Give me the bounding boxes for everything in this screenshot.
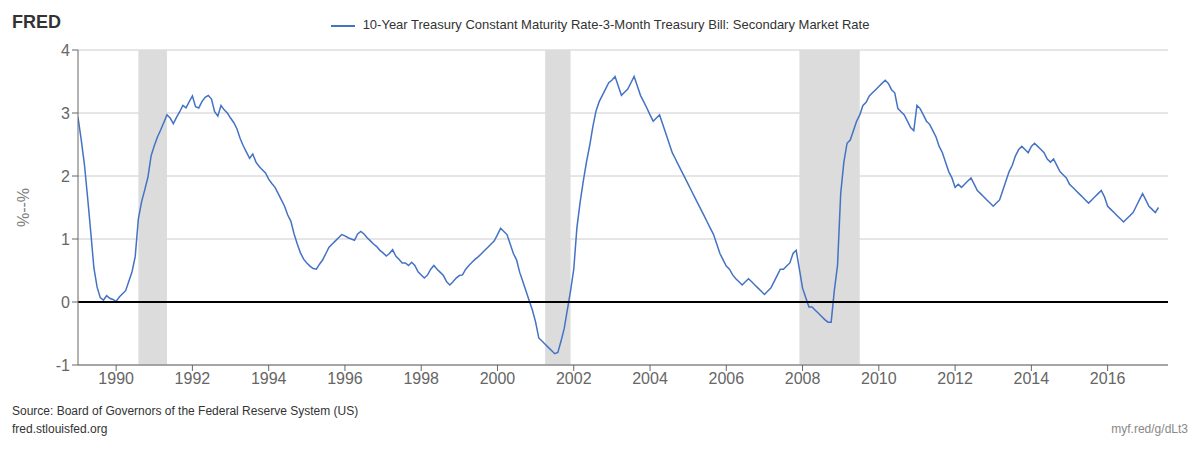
svg-text:2008: 2008 (785, 370, 821, 387)
svg-text:0: 0 (61, 294, 70, 311)
html-text:fred.stlouisfed.org: fred.stlouisfed.org (12, 422, 108, 436)
svg-text:%--%: %--% (15, 188, 32, 227)
svg-text:2012: 2012 (937, 370, 973, 387)
svg-text:3: 3 (61, 105, 70, 122)
html-text:Source: Board of Governors of: Source: Board of Governors of the Federa… (12, 404, 359, 418)
svg-text:2002: 2002 (556, 370, 592, 387)
svg-text:2000: 2000 (480, 370, 516, 387)
svg-text:2004: 2004 (632, 370, 668, 387)
svg-text:2: 2 (61, 168, 70, 185)
html-text:FRED: FRED (12, 12, 61, 32)
svg-text:1: 1 (61, 231, 70, 248)
svg-text:-1: -1 (56, 357, 70, 374)
svg-text:2014: 2014 (1014, 370, 1050, 387)
svg-text:1992: 1992 (175, 370, 211, 387)
svg-text:1994: 1994 (251, 370, 287, 387)
svg-text:2010: 2010 (861, 370, 897, 387)
svg-text:1996: 1996 (327, 370, 363, 387)
svg-text:1998: 1998 (403, 370, 439, 387)
svg-text:4: 4 (61, 42, 70, 59)
svg-text:2006: 2006 (708, 370, 744, 387)
svg-text:2016: 2016 (1090, 370, 1126, 387)
html-text:myf.red/g/dLt3: myf.red/g/dLt3 (1111, 422, 1188, 436)
html-text:10-Year Treasury Constant Matu: 10-Year Treasury Constant Maturity Rate-… (362, 17, 870, 32)
svg-text:1990: 1990 (98, 370, 134, 387)
